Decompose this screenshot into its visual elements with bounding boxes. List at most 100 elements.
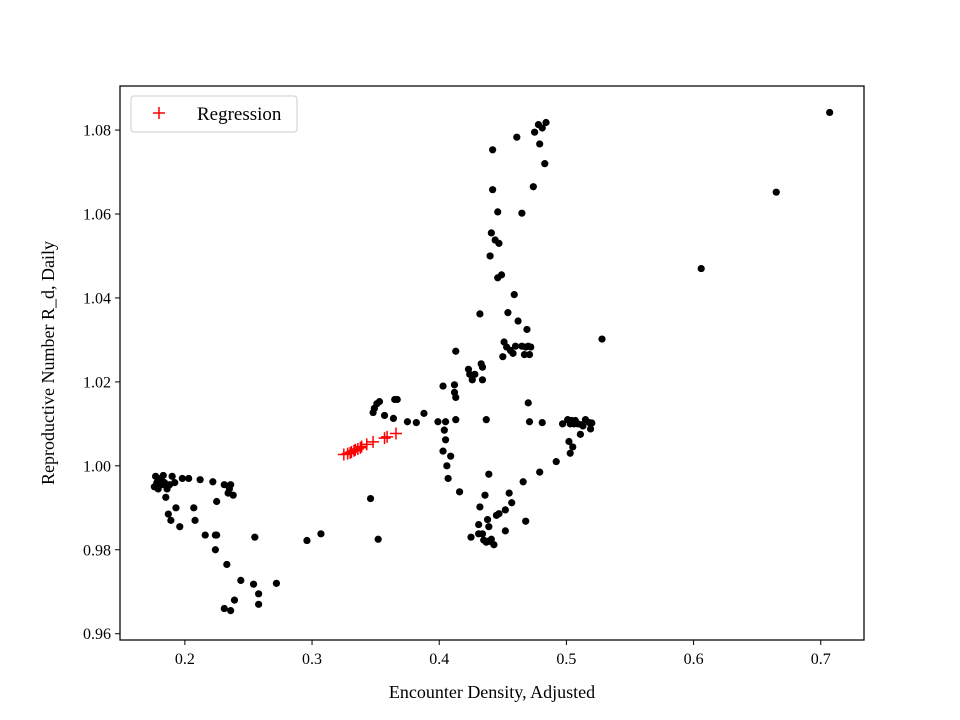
x-axis: 0.2 0.3 0.4 0.5 0.6 0.7 bbox=[175, 640, 831, 668]
y-tick-label: 0.96 bbox=[83, 626, 111, 643]
data-point bbox=[487, 535, 495, 543]
data-point bbox=[420, 409, 428, 417]
x-tick-label: 0.4 bbox=[429, 651, 449, 668]
data-point bbox=[525, 418, 534, 426]
data-point bbox=[497, 271, 506, 279]
data-point bbox=[443, 462, 451, 470]
data-point bbox=[542, 118, 550, 127]
data-point bbox=[541, 160, 549, 168]
data-point bbox=[501, 506, 509, 514]
data-point bbox=[504, 309, 512, 317]
data-point bbox=[213, 531, 221, 539]
data-point bbox=[468, 376, 476, 384]
data-point bbox=[523, 325, 531, 334]
legend: Regression bbox=[130, 95, 298, 133]
data-point bbox=[511, 342, 520, 350]
data-point bbox=[576, 430, 584, 438]
data-point bbox=[509, 349, 517, 357]
data-point bbox=[249, 580, 258, 588]
regression-point bbox=[367, 435, 380, 448]
data-point bbox=[237, 576, 245, 585]
data-point bbox=[478, 363, 487, 371]
regression-point bbox=[349, 443, 362, 456]
data-point bbox=[223, 560, 231, 569]
points-layer bbox=[150, 108, 834, 615]
data-point bbox=[272, 579, 281, 587]
data-point bbox=[826, 108, 834, 117]
data-point bbox=[452, 416, 460, 424]
data-point bbox=[375, 398, 384, 406]
data-point bbox=[514, 317, 522, 325]
data-point bbox=[441, 436, 450, 444]
data-point bbox=[569, 443, 577, 451]
legend-box bbox=[130, 95, 298, 133]
regression-point bbox=[378, 432, 391, 445]
data-point bbox=[255, 600, 263, 608]
plot-frame bbox=[119, 85, 865, 641]
data-point bbox=[220, 604, 228, 613]
data-point bbox=[501, 527, 509, 535]
data-point bbox=[159, 471, 167, 480]
data-point bbox=[374, 535, 382, 543]
data-point bbox=[190, 504, 198, 512]
data-point bbox=[772, 188, 780, 196]
y-axis-label: Reproductive Number R_d, Daily bbox=[38, 241, 58, 485]
data-point bbox=[697, 264, 705, 273]
data-point bbox=[412, 418, 420, 427]
data-point bbox=[482, 416, 490, 424]
regression-point bbox=[381, 430, 394, 443]
data-point bbox=[538, 124, 546, 132]
data-point bbox=[508, 499, 516, 507]
data-point bbox=[518, 209, 526, 217]
y-tick-label: 1.04 bbox=[83, 290, 111, 307]
data-point bbox=[171, 479, 179, 487]
data-point bbox=[487, 229, 495, 237]
data-point bbox=[525, 351, 534, 359]
data-point bbox=[519, 478, 527, 486]
data-point bbox=[467, 533, 475, 541]
data-point bbox=[485, 470, 493, 478]
regression-point bbox=[355, 440, 368, 453]
data-point bbox=[172, 504, 180, 512]
x-axis-label: Encounter Density, Adjusted bbox=[389, 682, 595, 702]
data-point bbox=[439, 382, 447, 390]
data-point bbox=[598, 335, 606, 343]
y-tick-label: 1.08 bbox=[83, 123, 111, 140]
regression-point bbox=[354, 441, 367, 454]
data-point bbox=[162, 493, 170, 501]
data-point bbox=[531, 128, 539, 136]
data-point bbox=[441, 418, 450, 426]
data-point bbox=[476, 310, 484, 318]
data-point bbox=[191, 516, 199, 524]
data-point bbox=[579, 422, 587, 430]
data-point bbox=[380, 411, 389, 420]
data-point bbox=[229, 491, 237, 499]
data-point bbox=[455, 488, 464, 496]
data-point bbox=[227, 607, 235, 615]
data-point bbox=[475, 520, 483, 529]
data-point bbox=[513, 133, 521, 141]
data-point bbox=[450, 381, 459, 389]
data-point bbox=[485, 523, 493, 531]
legend-plus-icon bbox=[153, 107, 165, 119]
y-tick-label: 1.02 bbox=[83, 374, 111, 391]
data-point bbox=[434, 418, 442, 426]
data-point bbox=[230, 596, 239, 604]
data-point bbox=[211, 546, 219, 554]
data-point bbox=[588, 419, 596, 427]
data-point bbox=[490, 541, 498, 549]
data-point bbox=[527, 343, 535, 351]
data-point bbox=[529, 183, 537, 191]
data-point bbox=[510, 290, 518, 299]
regression-point bbox=[389, 427, 402, 440]
data-point bbox=[478, 530, 487, 538]
data-point bbox=[447, 452, 455, 460]
data-point bbox=[196, 476, 204, 484]
y-axis: 0.96 0.98 1.00 1.02 1.04 1.06 1.08 bbox=[83, 123, 120, 643]
data-point bbox=[471, 370, 479, 378]
data-point bbox=[566, 449, 574, 457]
data-point bbox=[565, 437, 573, 446]
data-point bbox=[536, 468, 544, 476]
x-tick-label: 0.7 bbox=[811, 651, 831, 668]
